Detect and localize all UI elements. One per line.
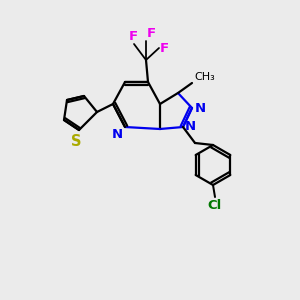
Text: N: N — [112, 128, 123, 141]
Text: N: N — [185, 121, 196, 134]
Text: F: F — [160, 43, 169, 56]
Text: CH₃: CH₃ — [194, 72, 215, 82]
Text: S: S — [71, 134, 81, 149]
Text: F: F — [128, 30, 138, 43]
Text: F: F — [147, 27, 156, 40]
Text: N: N — [195, 101, 206, 115]
Text: Cl: Cl — [208, 199, 222, 212]
